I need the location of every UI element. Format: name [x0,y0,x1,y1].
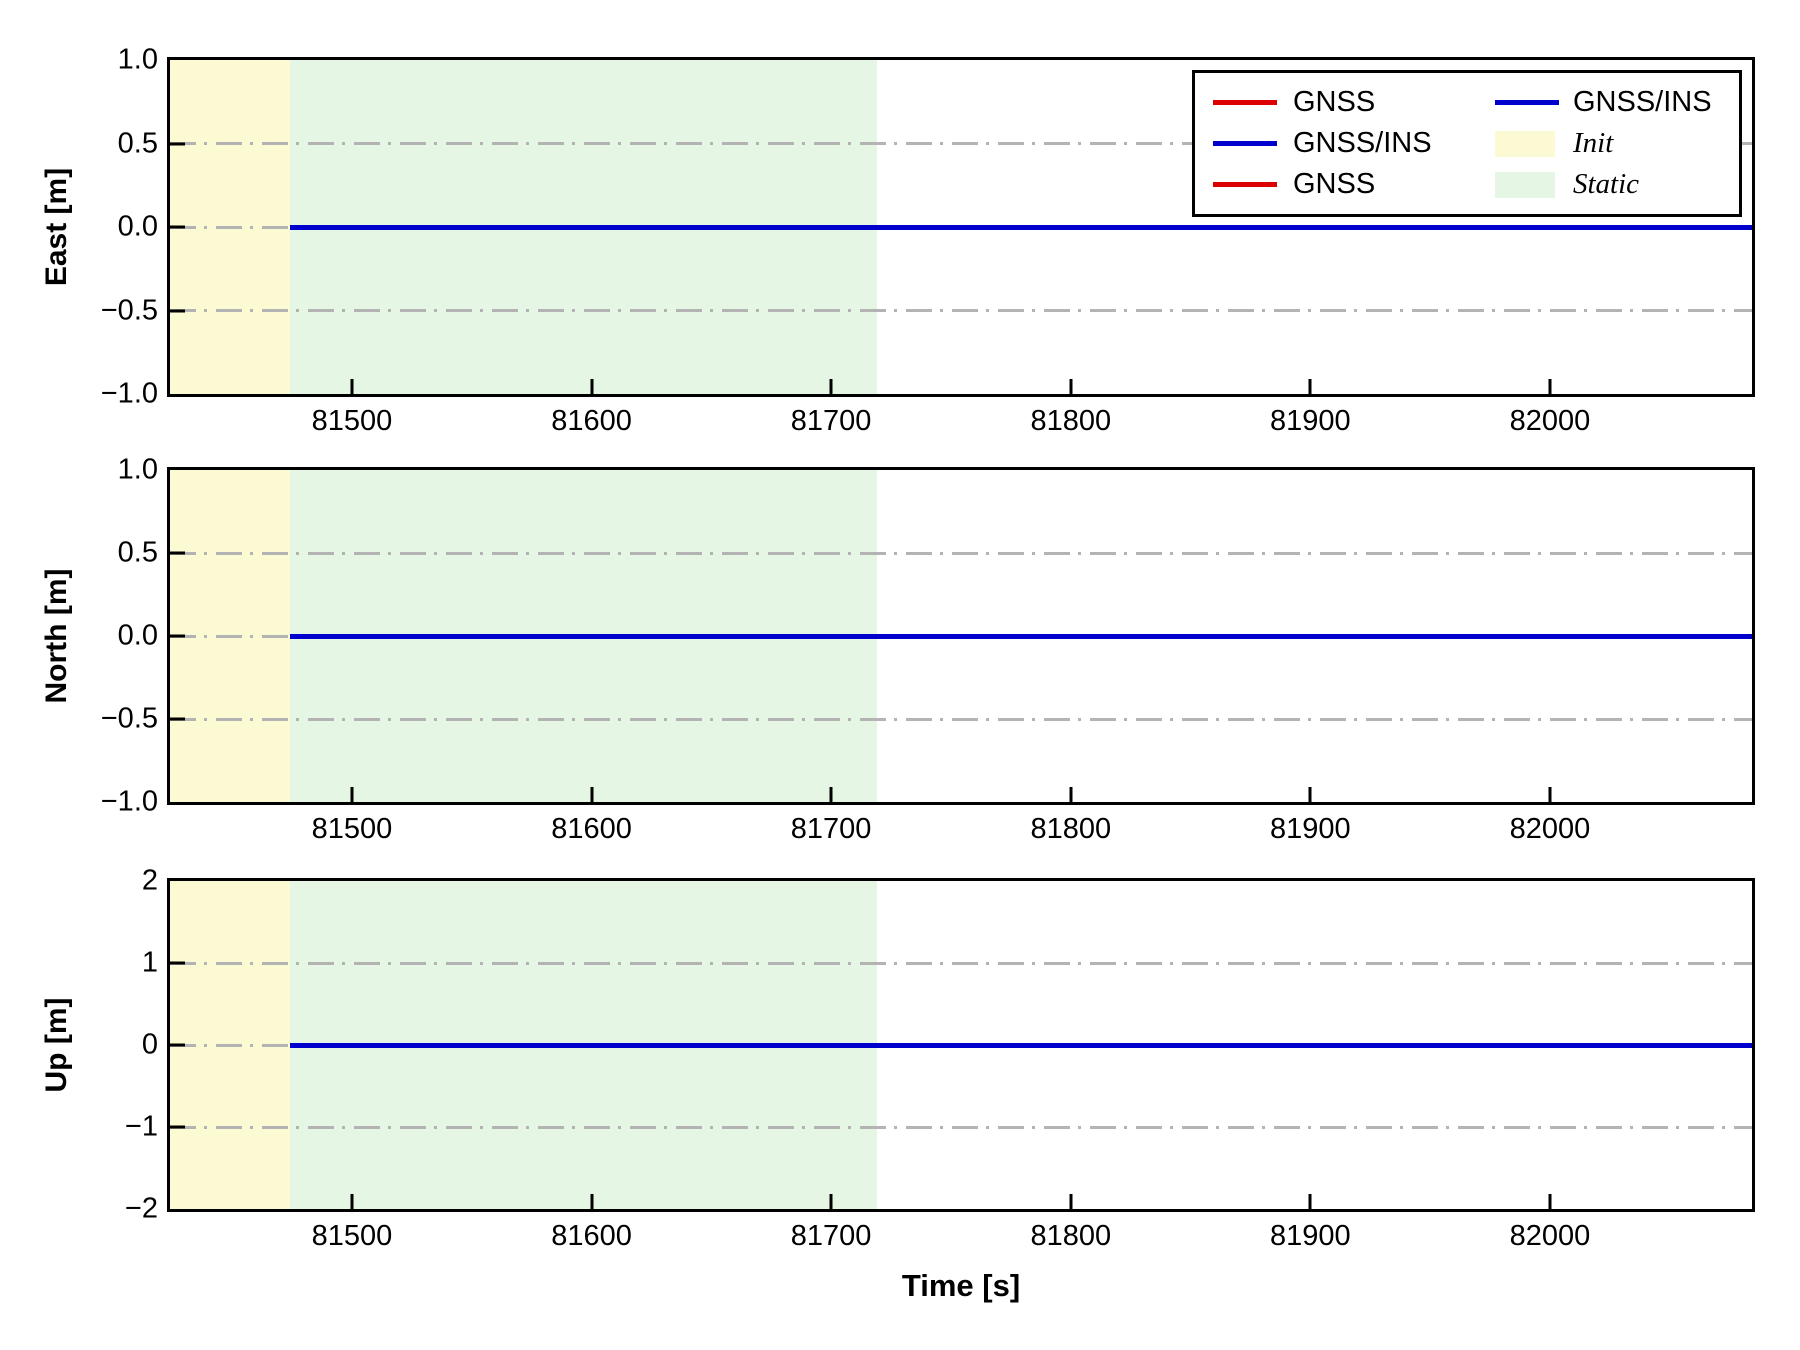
y-tick-label: 1 [141,946,158,979]
x-tick-label: 81700 [790,1220,872,1252]
x-tick [829,379,833,394]
x-tick [1069,787,1073,802]
gnss-ins-line [290,224,1752,230]
legend-label: Static [1573,168,1640,200]
x-tick-label: 81900 [1269,813,1351,845]
x-tick-label: 81900 [1269,1220,1351,1252]
legend: GNSS GNSS/INS GNSS/INS Init GNSS Static [1192,70,1742,217]
y-tick [170,961,185,965]
y-tick-label: −1.0 [100,377,158,410]
y-tick-label: 0.0 [117,619,158,652]
gridline-0.5 [170,142,1752,145]
y-tick [170,634,185,638]
x-tick-label: 81700 [790,813,872,845]
y-tick-label: 1.0 [117,43,158,76]
y-tick [170,309,185,312]
legend-label: GNSS [1293,168,1376,200]
y-tick-label: 0.5 [117,127,158,159]
x-tick [1308,787,1312,802]
x-tick [1069,1194,1073,1209]
subplot-east: 1.0 0.5 0.0 −0.5 −1.0 81500 81600 81700 … [101,45,1755,436]
legend-label: GNSS [1293,86,1376,118]
y-tick-label: −0.5 [100,294,158,326]
legend-label: Init [1573,127,1614,159]
legend-line-swatch-gnss [1213,182,1277,187]
gridline-neg1 [170,1125,1752,1129]
x-tick [1548,379,1552,394]
x-tick [829,787,833,802]
subplot-north: 1.0 0.5 0.0 −0.5 −1.0 81500 81600 81700 … [101,455,1755,844]
x-tick-label: 81600 [551,813,632,845]
x-tick [1548,787,1552,802]
y-tick [170,551,185,555]
y-tick [170,1125,185,1129]
x-tick [590,379,594,394]
legend-patch-swatch-static [1495,171,1555,198]
x-tick-label: 81800 [1030,405,1112,437]
x-tick [1308,1194,1312,1209]
gridline-0.5 [170,551,1752,555]
x-tick [590,1194,594,1209]
x-tick [350,1194,354,1209]
gridline-neg0.5 [170,309,1752,312]
y-tick-label: 0.0 [117,210,158,243]
y-axis-title-north: North [m] [40,568,73,704]
x-tick-label: 82000 [1509,405,1591,437]
x-tick-label: 81600 [551,1220,632,1252]
subplot-up: 2 1 0 −1 −2 81500 81600 81700 81800 8190… [125,866,1755,1251]
x-tick [1069,379,1073,394]
x-tick [590,787,594,802]
legend-line-swatch-gnss [1213,100,1277,105]
x-tick-label: 81900 [1269,405,1351,437]
x-tick-label: 81500 [311,405,393,437]
x-tick-label: 81500 [311,813,393,845]
x-tick-label: 81600 [551,405,632,437]
x-tick [350,379,354,394]
y-axis-title-east: East [m] [40,167,73,287]
y-tick-label: 0.5 [117,536,158,569]
x-axis-title: Time [s] [901,1268,1021,1303]
x-tick-label: 82000 [1509,813,1591,845]
y-tick-label: 0 [141,1028,158,1061]
legend-patch-swatch-init [1495,130,1555,157]
x-tick [1308,379,1312,394]
gridline-neg0.5 [170,717,1752,721]
y-tick [170,142,185,145]
x-tick [829,1194,833,1209]
gridline-1 [170,961,1752,965]
legend-line-swatch-gnss-ins [1213,141,1277,146]
legend-label: GNSS/INS [1293,127,1432,159]
y-tick-label: −1.0 [100,785,158,818]
x-tick [350,787,354,802]
x-tick [1548,1194,1552,1209]
legend-label: GNSS/INS [1573,86,1712,118]
y-tick-label: −0.5 [100,702,158,735]
x-tick-label: 81800 [1030,813,1112,845]
x-tick-label: 81500 [311,1220,393,1252]
y-tick-label: −1 [124,1110,158,1143]
x-tick-label: 82000 [1509,1220,1591,1252]
y-tick-label: −2 [124,1192,158,1225]
y-tick [170,1043,185,1047]
gnss-ins-line [290,633,1752,639]
gnss-ins-line [290,1042,1752,1048]
y-axis-title-up: Up [m] [40,997,73,1093]
y-tick [170,717,185,721]
y-tick-label: 2 [141,864,158,897]
legend-line-swatch-gnss-ins [1495,100,1559,105]
x-tick-label: 81700 [790,405,872,437]
x-tick-label: 81800 [1030,1220,1112,1252]
y-tick [170,225,185,229]
y-tick-label: 1.0 [117,453,158,486]
